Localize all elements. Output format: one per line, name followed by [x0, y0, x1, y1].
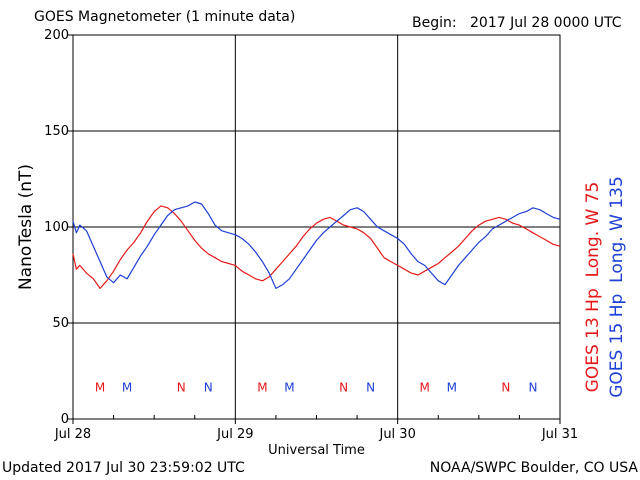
marker-noon: N: [501, 380, 510, 394]
legend-entry-goes15: GOES 15 Hp Long. W 135: [607, 176, 627, 398]
marker-noon: N: [366, 380, 375, 394]
marker-noon: N: [339, 380, 348, 394]
marker-noon: N: [204, 380, 213, 394]
begin-value: 2017 Jul 28 0000 UTC: [470, 15, 622, 31]
series-line-goes15: [72, 201, 561, 289]
legend-entry-goes13: GOES 13 Hp Long. W 75: [583, 182, 603, 393]
marker-midnight: M: [447, 380, 457, 394]
x-tick-label: Jul 31: [541, 427, 578, 442]
begin-label: Begin:: [412, 15, 457, 31]
y-tick-label: 200: [44, 28, 69, 43]
marker-noon: N: [528, 380, 537, 394]
marker-midnight: M: [284, 380, 294, 394]
series-line-goes13: [72, 205, 561, 289]
marker-midnight: M: [257, 380, 267, 394]
footer-updated: Updated 2017 Jul 30 23:59:02 UTC: [2, 460, 245, 476]
marker-noon: N: [177, 380, 186, 394]
x-axis-label: Universal Time: [268, 443, 365, 458]
footer-credit: NOAA/SWPC Boulder, CO USA: [429, 460, 638, 476]
marker-midnight: M: [420, 380, 430, 394]
chart-title: GOES Magnetometer (1 minute data): [34, 9, 296, 25]
marker-midnight: M: [122, 380, 132, 394]
y-tick-label: 100: [44, 220, 69, 235]
marker-midnight: M: [95, 380, 105, 394]
y-tick-label: 150: [44, 124, 69, 139]
x-tick-label: Jul 29: [216, 427, 253, 442]
x-tick-label: Jul 28: [54, 427, 91, 442]
y-axis-label: NanoTesla (nT): [16, 164, 36, 290]
x-tick-label: Jul 30: [378, 427, 415, 442]
y-tick-label: 50: [52, 316, 69, 331]
y-tick-label: 0: [61, 412, 69, 427]
